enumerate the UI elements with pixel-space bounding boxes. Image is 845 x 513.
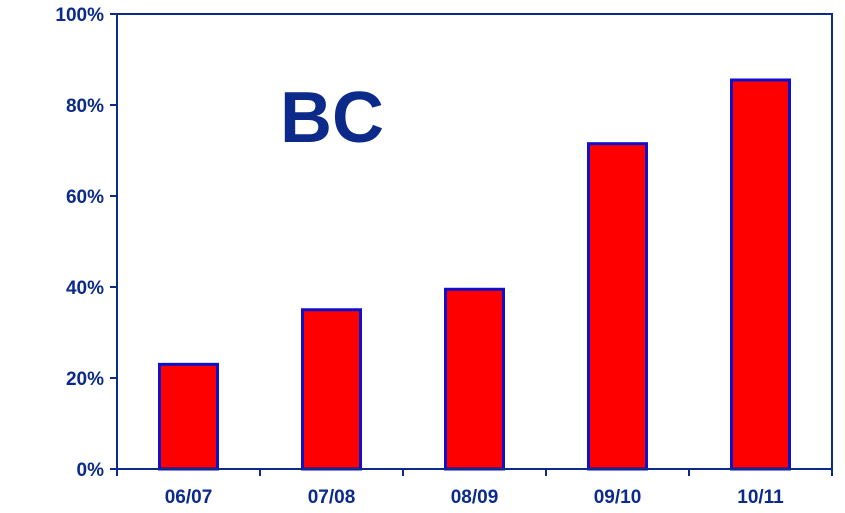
bar-08-09 (444, 287, 505, 471)
bar-10-11 (730, 78, 791, 471)
bar-09-10 (587, 142, 648, 471)
y-tick-label: 100% (55, 5, 104, 26)
x-tick-label: 10/11 (737, 487, 784, 508)
x-tick-label: 06/07 (165, 487, 213, 508)
chart-title: BC (280, 78, 384, 158)
plot-area-frame (116, 13, 833, 470)
y-tick-label: 80% (66, 96, 104, 117)
y-tick-label: 60% (66, 187, 104, 208)
bar-06-07 (158, 362, 219, 471)
y-tick-label: 20% (66, 369, 104, 390)
x-axis-ticks: 06/07 07/08 08/09 09/10 10/11 (116, 469, 833, 508)
y-tick-label: 0% (77, 460, 105, 481)
x-tick-label: 09/10 (594, 487, 642, 508)
bars-group (158, 78, 791, 471)
x-tick-label: 08/09 (451, 487, 499, 508)
bar-07-08 (301, 308, 362, 471)
x-tick-label: 07/08 (308, 487, 356, 508)
y-axis-ticks: 0% 20% 40% 60% 80% 100% (55, 5, 117, 481)
y-tick-label: 40% (66, 278, 104, 299)
